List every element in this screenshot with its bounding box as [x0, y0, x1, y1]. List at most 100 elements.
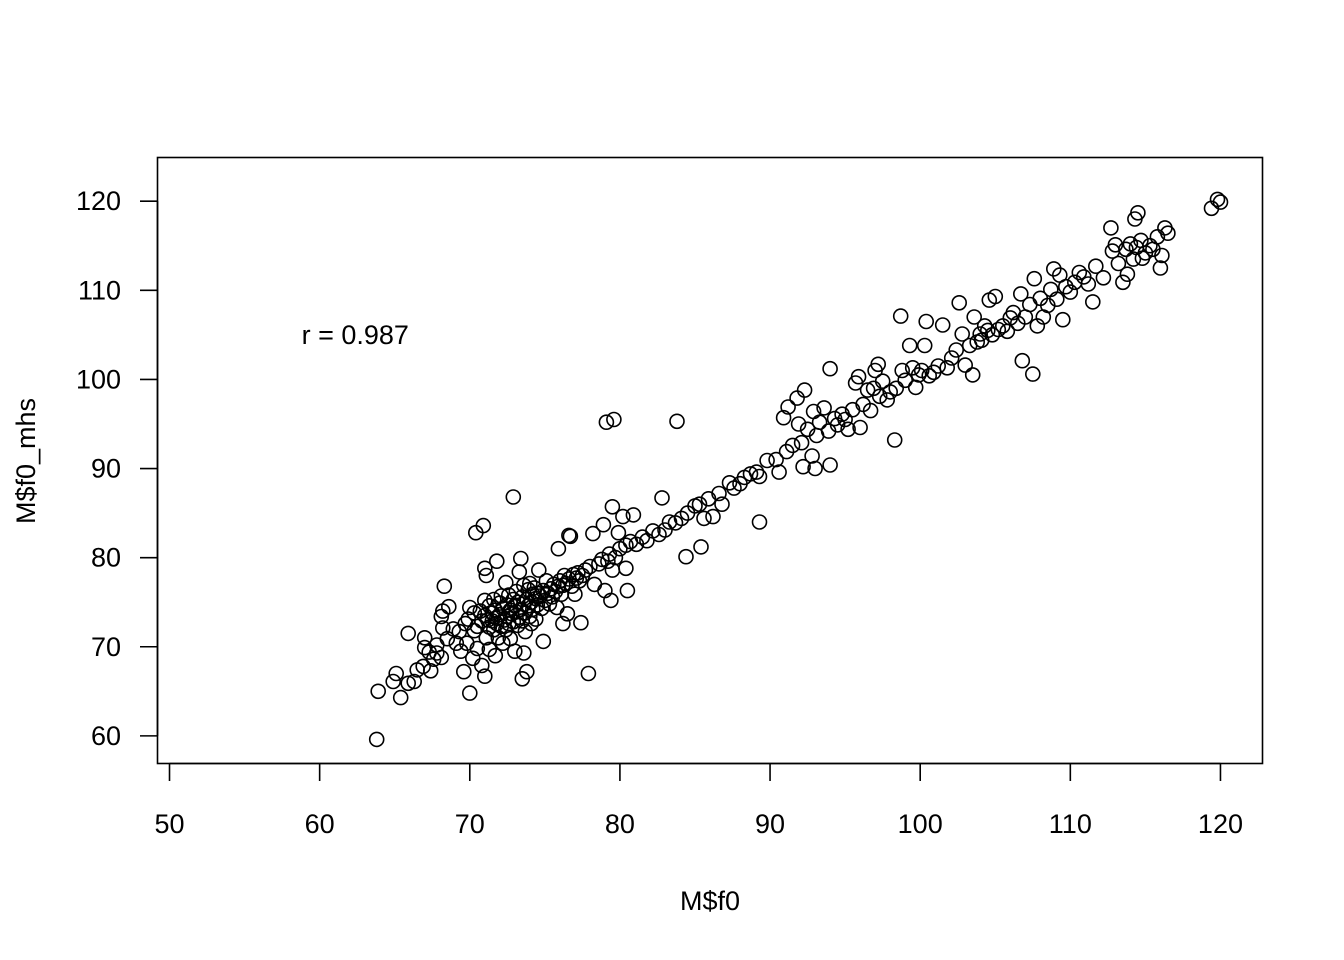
- data-point: [567, 586, 583, 603]
- data-point: [478, 567, 495, 584]
- data-point: [618, 537, 634, 554]
- correlation-annotation: r = 0.987: [302, 320, 409, 350]
- data-point: [1125, 251, 1142, 267]
- data-point: [951, 294, 968, 311]
- data-point: [582, 558, 598, 575]
- data-point: [1118, 241, 1134, 258]
- data-point: [1055, 311, 1071, 328]
- y-tick-label: 100: [76, 364, 121, 394]
- data-point: [789, 390, 805, 406]
- data-point: [562, 528, 579, 545]
- data-point: [1085, 294, 1101, 310]
- data-point: [1022, 296, 1038, 313]
- data-point: [918, 313, 935, 330]
- data-point: [759, 452, 775, 469]
- data-point: [466, 622, 483, 639]
- data-point: [811, 414, 828, 431]
- data-point: [837, 411, 853, 428]
- data-point: [921, 367, 938, 384]
- data-point: [475, 517, 492, 534]
- data-point: [859, 382, 876, 398]
- y-tick-label: 80: [91, 543, 121, 573]
- data-point: [521, 575, 538, 592]
- data-point: [416, 629, 433, 646]
- data-point: [392, 689, 409, 706]
- data-point: [784, 437, 801, 454]
- data-point: [1209, 191, 1226, 208]
- data-point: [473, 657, 490, 674]
- data-point: [1026, 270, 1043, 287]
- data-point: [790, 416, 807, 432]
- x-tick-label: 120: [1198, 809, 1243, 839]
- data-point: [771, 464, 787, 480]
- data-point: [559, 605, 576, 622]
- data-point: [451, 623, 468, 640]
- data-point: [385, 673, 402, 690]
- data-point: [661, 514, 678, 530]
- data-point: [1119, 266, 1136, 283]
- y-tick-label: 90: [91, 454, 121, 484]
- data-point: [871, 388, 888, 405]
- data-point: [870, 356, 887, 373]
- data-point: [586, 576, 603, 593]
- data-point: [886, 432, 903, 448]
- data-point: [511, 564, 528, 580]
- data-point: [669, 413, 685, 430]
- y-tick-label: 110: [78, 275, 121, 305]
- data-point: [428, 645, 445, 661]
- data-point: [948, 342, 965, 358]
- data-point: [400, 625, 417, 642]
- data-point: [619, 582, 636, 599]
- data-point: [966, 309, 983, 325]
- data-point: [822, 360, 838, 377]
- data-point: [595, 516, 612, 533]
- data-point: [954, 326, 971, 342]
- data-point: [573, 614, 589, 631]
- data-point: [512, 550, 529, 567]
- data-point: [1058, 278, 1074, 295]
- x-tick-label: 80: [605, 809, 635, 839]
- data-point: [618, 560, 634, 577]
- data-point: [1012, 286, 1029, 302]
- data-point: [990, 321, 1007, 338]
- data-point: [461, 685, 478, 701]
- data-point: [1071, 264, 1088, 281]
- y-axis-label: M$f0_mhs: [11, 398, 41, 524]
- data-point: [1014, 352, 1031, 369]
- data-point: [1095, 269, 1112, 286]
- data-point: [598, 414, 615, 431]
- data-point: [541, 596, 558, 612]
- x-tick-label: 90: [755, 809, 785, 839]
- data-point: [406, 673, 423, 690]
- data-point: [901, 337, 918, 354]
- data-point: [585, 525, 601, 542]
- y-tick-label: 60: [91, 721, 121, 751]
- data-point: [615, 508, 631, 525]
- x-tick-label: 70: [455, 809, 485, 839]
- x-tick-label: 110: [1049, 809, 1092, 839]
- data-point: [535, 633, 552, 650]
- data-point: [440, 598, 457, 615]
- data-point: [852, 419, 868, 436]
- data-point: [748, 464, 765, 480]
- data-point: [1103, 220, 1119, 236]
- y-axis: 60 70 80 90 100 110 120: [76, 186, 159, 751]
- data-point: [1107, 237, 1124, 253]
- data-point: [1115, 274, 1131, 291]
- data-point: [461, 599, 478, 616]
- data-point: [892, 308, 909, 324]
- x-tick-label: 100: [898, 809, 943, 839]
- data-point: [518, 663, 535, 680]
- data-point: [711, 485, 727, 502]
- data-point: [505, 489, 522, 505]
- data-point: [515, 645, 532, 661]
- data-point: [452, 643, 469, 660]
- data-point: [436, 578, 453, 595]
- data-point: [603, 592, 619, 609]
- data-point: [422, 662, 439, 679]
- data-point: [979, 322, 996, 339]
- data-point: [555, 615, 571, 632]
- data-points: [368, 191, 1229, 748]
